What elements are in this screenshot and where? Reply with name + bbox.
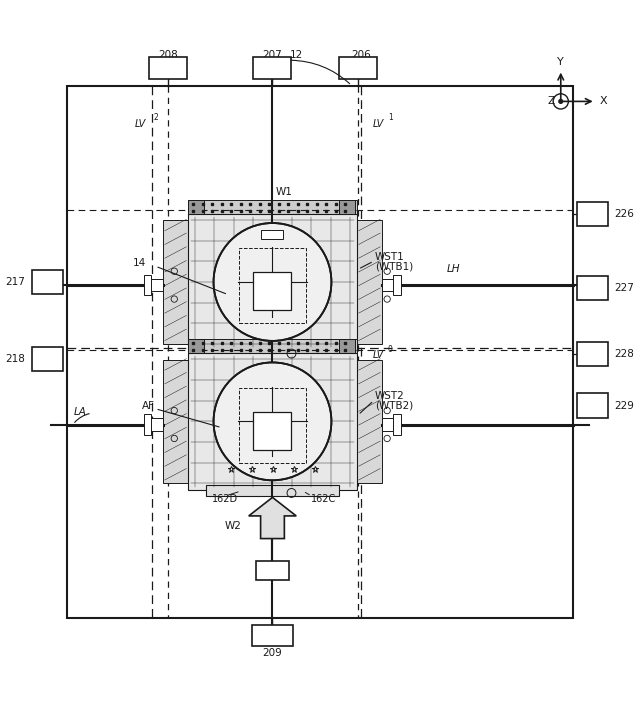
Text: 162D: 162D bbox=[212, 494, 239, 504]
Text: W1: W1 bbox=[275, 187, 292, 197]
Text: 2: 2 bbox=[154, 113, 158, 122]
Bar bbox=[239, 248, 306, 323]
Circle shape bbox=[559, 100, 563, 103]
Bar bbox=[577, 202, 607, 226]
Bar bbox=[188, 339, 204, 353]
Bar bbox=[356, 221, 382, 344]
Circle shape bbox=[214, 223, 332, 341]
Text: 0: 0 bbox=[388, 345, 393, 354]
Bar bbox=[206, 485, 339, 496]
Bar bbox=[152, 418, 163, 431]
Text: W2: W2 bbox=[225, 521, 242, 531]
Text: LV: LV bbox=[134, 119, 146, 129]
Bar bbox=[144, 415, 152, 435]
Bar bbox=[33, 270, 63, 294]
Text: LA: LA bbox=[74, 407, 87, 417]
Bar bbox=[163, 221, 188, 344]
Bar bbox=[394, 275, 401, 295]
Circle shape bbox=[214, 362, 332, 480]
Bar bbox=[149, 57, 187, 79]
Bar bbox=[188, 353, 356, 490]
Text: 218: 218 bbox=[6, 354, 26, 364]
Bar bbox=[261, 230, 284, 239]
Text: 226: 226 bbox=[614, 209, 634, 219]
Bar bbox=[253, 273, 291, 311]
Bar bbox=[394, 415, 401, 435]
Text: 162C: 162C bbox=[310, 494, 336, 504]
Bar bbox=[382, 418, 394, 431]
Bar bbox=[144, 275, 152, 295]
Bar bbox=[382, 279, 394, 291]
Bar bbox=[188, 200, 204, 213]
Text: WST2: WST2 bbox=[375, 391, 405, 401]
Text: 14: 14 bbox=[132, 258, 146, 268]
Text: 227: 227 bbox=[614, 283, 634, 293]
Bar bbox=[188, 339, 356, 353]
Bar bbox=[33, 347, 63, 372]
Text: X: X bbox=[600, 97, 607, 107]
Text: AF: AF bbox=[142, 400, 156, 410]
Text: LH: LH bbox=[447, 264, 460, 274]
Text: 12: 12 bbox=[290, 50, 303, 60]
Bar bbox=[256, 561, 289, 580]
Bar bbox=[253, 57, 291, 79]
Bar bbox=[253, 412, 291, 450]
Text: 207: 207 bbox=[262, 50, 282, 60]
Text: LV: LV bbox=[372, 119, 384, 129]
Text: 217: 217 bbox=[6, 277, 26, 287]
Bar bbox=[577, 342, 607, 367]
Bar bbox=[152, 279, 163, 291]
Text: WST1: WST1 bbox=[375, 251, 405, 261]
Text: 206: 206 bbox=[351, 50, 371, 60]
Bar bbox=[577, 394, 607, 417]
Text: (WTB2): (WTB2) bbox=[375, 400, 413, 410]
Text: 1: 1 bbox=[388, 113, 392, 122]
Text: Y: Y bbox=[557, 57, 564, 67]
Bar bbox=[188, 200, 356, 213]
Text: 228: 228 bbox=[614, 349, 634, 359]
Bar bbox=[188, 213, 356, 350]
Bar bbox=[356, 359, 382, 483]
Text: 209: 209 bbox=[262, 647, 282, 657]
Text: (WTB1): (WTB1) bbox=[375, 261, 413, 271]
Bar bbox=[339, 200, 355, 213]
Bar bbox=[163, 359, 188, 483]
Text: LV: LV bbox=[372, 350, 384, 360]
Text: 229: 229 bbox=[614, 400, 634, 410]
Bar bbox=[239, 388, 306, 463]
Bar bbox=[252, 625, 293, 647]
Bar bbox=[206, 345, 339, 357]
Text: 208: 208 bbox=[158, 50, 178, 60]
Bar bbox=[577, 276, 607, 300]
Bar bbox=[339, 339, 355, 353]
Text: Z: Z bbox=[547, 97, 554, 107]
Bar bbox=[339, 57, 377, 79]
Polygon shape bbox=[249, 498, 296, 538]
Bar bbox=[67, 85, 573, 618]
